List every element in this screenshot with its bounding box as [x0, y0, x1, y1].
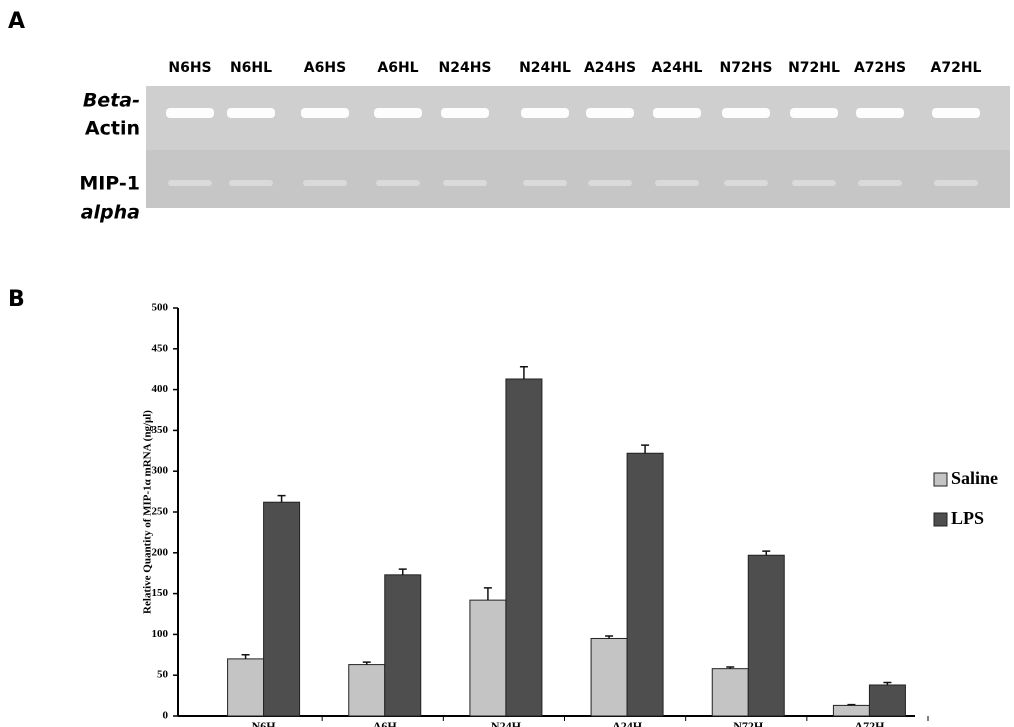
gel-band-faint — [229, 180, 273, 186]
y-tick-label: 300 — [152, 465, 169, 477]
legend-label: LPS — [951, 508, 984, 528]
gel-band — [790, 108, 838, 118]
error-bar — [484, 588, 492, 600]
y-tick-label: 500 — [152, 302, 169, 314]
panel-label: A — [8, 9, 25, 34]
lane-label: A24HL — [652, 60, 703, 76]
bar — [833, 705, 869, 716]
lane-label: N72HL — [788, 60, 840, 76]
gel-band-faint — [443, 180, 487, 186]
y-tick-label: 150 — [152, 587, 169, 599]
gel-band-faint — [588, 180, 632, 186]
gel-band — [653, 108, 701, 118]
figure: A B Beta- Actin MIP-1 alpha Relative Qua… — [0, 0, 1014, 727]
x-tick-label: N72H — [733, 719, 764, 727]
error-bar — [520, 367, 528, 379]
panel-label: B — [8, 287, 25, 312]
gel-band-faint — [858, 180, 902, 186]
gel-band-faint — [523, 180, 567, 186]
y-tick-label: 100 — [152, 628, 169, 640]
gel-row-label: Beta- — [83, 90, 140, 112]
x-tick-label: N6H — [252, 719, 277, 727]
lane-label: N24HL — [519, 60, 571, 76]
gel-band-faint — [655, 180, 699, 186]
gel-band — [227, 108, 275, 118]
x-tick-label: N24H — [491, 719, 522, 727]
lane-label: A72HS — [854, 60, 906, 76]
gel-band — [722, 108, 770, 118]
y-tick-label: 250 — [152, 506, 169, 518]
gel-row-label: MIP-1 — [79, 173, 140, 195]
gel-row-label: Actin — [85, 118, 140, 140]
lane-label: N6HL — [230, 60, 272, 76]
bar — [748, 555, 784, 716]
legend-swatch — [934, 513, 947, 526]
lane-label: A24HS — [584, 60, 636, 76]
error-bar — [242, 655, 250, 659]
gel-band-faint — [168, 180, 212, 186]
gel-band-faint — [376, 180, 420, 186]
gel-band — [586, 108, 634, 118]
bar — [506, 379, 542, 716]
gel-band — [932, 108, 980, 118]
lane-label: A6HS — [304, 60, 346, 76]
y-tick-label: 450 — [152, 342, 169, 354]
error-bar — [399, 569, 407, 575]
lane-label: N72HS — [720, 60, 773, 76]
y-tick-label: 350 — [152, 424, 169, 436]
bar — [264, 502, 300, 716]
gel-band — [856, 108, 904, 118]
gel-band — [166, 108, 214, 118]
lane-label: A6HL — [377, 60, 418, 76]
bar — [627, 453, 663, 716]
y-tick-label: 50 — [157, 669, 169, 681]
error-bar — [641, 445, 649, 453]
lane-label: N6HS — [168, 60, 211, 76]
y-tick-label: 200 — [152, 546, 169, 558]
x-tick-label: A24H — [612, 719, 643, 727]
gel-row-label: alpha — [81, 202, 140, 224]
page: {"figure": {"panels": ["A", "B"]}, "gel"… — [0, 0, 1014, 727]
gel-band-faint — [934, 180, 978, 186]
error-bar — [762, 551, 770, 555]
gel-band — [301, 108, 349, 118]
legend-swatch — [934, 473, 947, 486]
bar — [470, 600, 506, 716]
bar — [385, 575, 421, 716]
bar — [228, 659, 264, 716]
bar — [869, 685, 905, 716]
bar — [591, 638, 627, 716]
lane-label: N24HS — [439, 60, 492, 76]
gel-band — [521, 108, 569, 118]
legend-label: Saline — [951, 468, 998, 488]
gel-band-faint — [792, 180, 836, 186]
error-bar — [847, 705, 855, 706]
gel-band — [374, 108, 422, 118]
x-tick-label: A6H — [373, 719, 398, 727]
gel-band-faint — [724, 180, 768, 186]
lane-label: A72HL — [931, 60, 982, 76]
x-tick-label: A72H — [854, 719, 885, 727]
y-tick-label: 0 — [163, 710, 169, 722]
gel-lower — [146, 150, 1010, 208]
error-bar — [278, 496, 286, 503]
gel-band — [441, 108, 489, 118]
gel-band-faint — [303, 180, 347, 186]
y-tick-label: 400 — [152, 383, 169, 395]
bar — [712, 669, 748, 716]
bar — [349, 665, 385, 716]
